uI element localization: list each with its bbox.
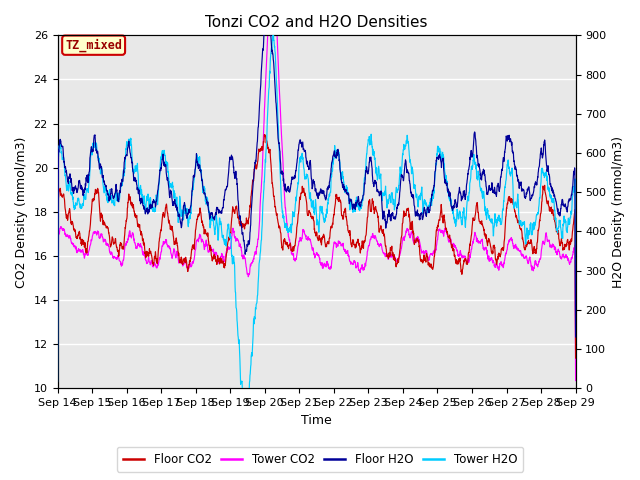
Y-axis label: CO2 Density (mmol/m3): CO2 Density (mmol/m3): [15, 136, 28, 288]
Legend: Floor CO2, Tower CO2, Floor H2O, Tower H2O: Floor CO2, Tower CO2, Floor H2O, Tower H…: [117, 447, 523, 472]
Y-axis label: H2O Density (mmol/m3): H2O Density (mmol/m3): [612, 136, 625, 288]
Title: Tonzi CO2 and H2O Densities: Tonzi CO2 and H2O Densities: [205, 15, 428, 30]
X-axis label: Time: Time: [301, 414, 332, 427]
Text: TZ_mixed: TZ_mixed: [65, 38, 122, 52]
